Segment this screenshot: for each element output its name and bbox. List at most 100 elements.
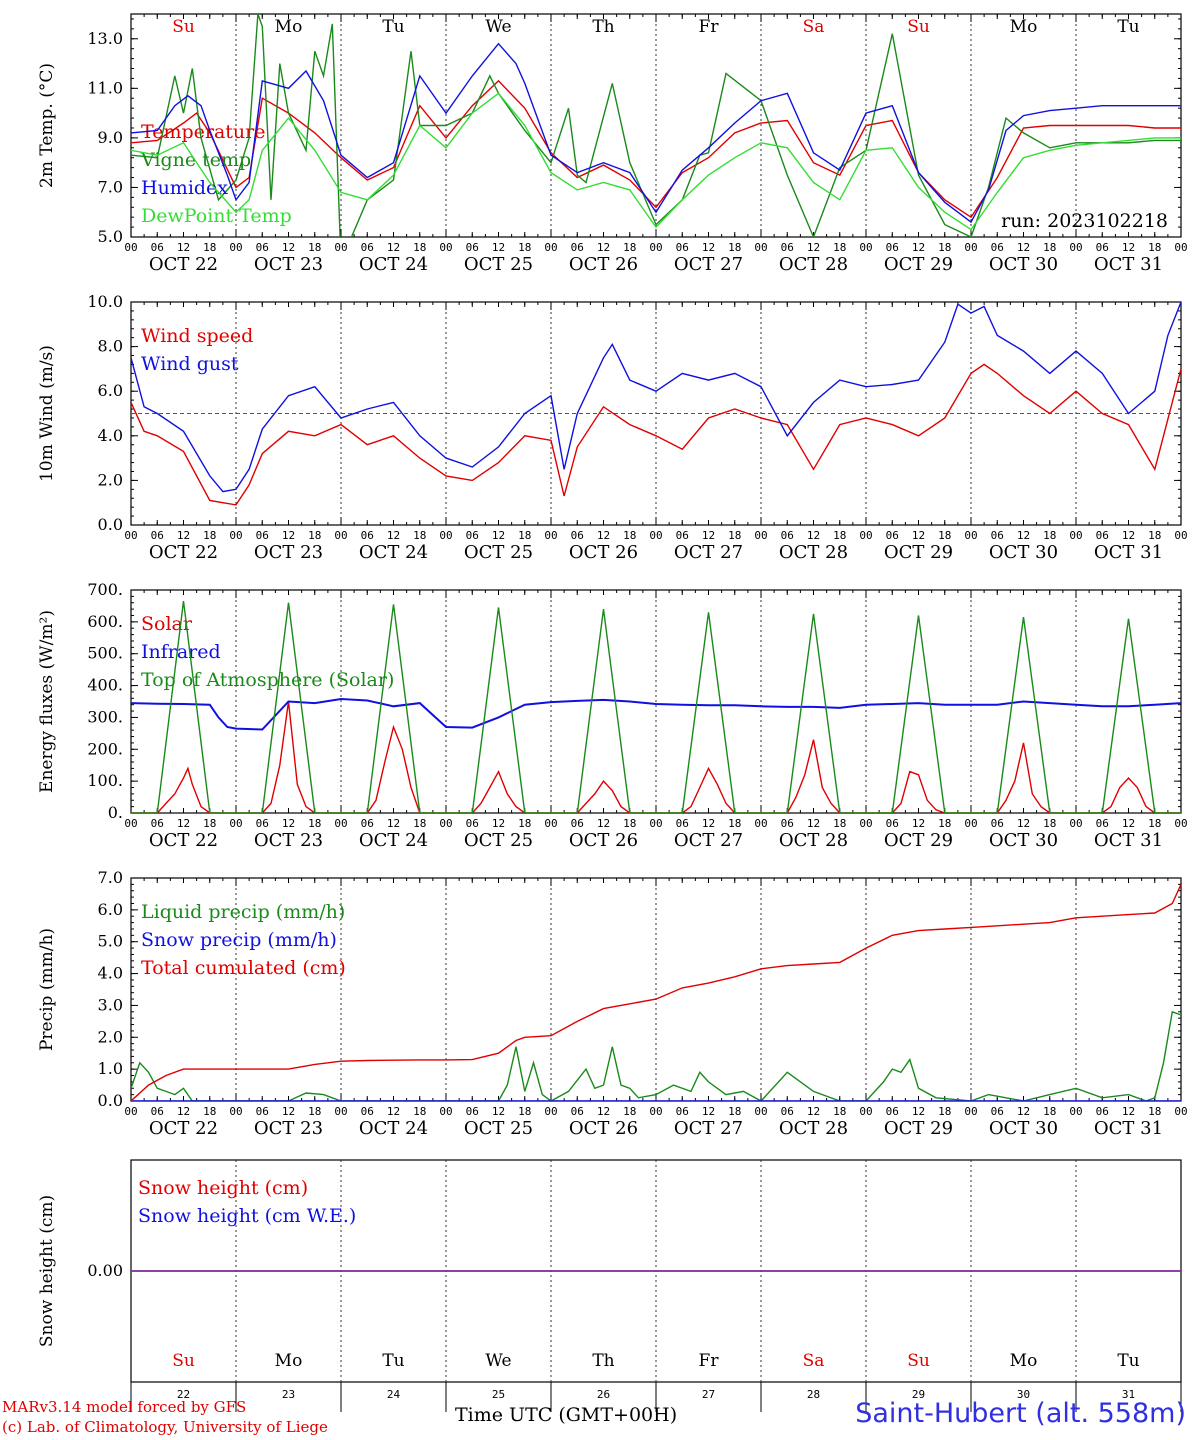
hour-tick-label: 12 — [282, 529, 295, 542]
date-label: OCT 22 — [149, 830, 218, 851]
hour-tick-label: 18 — [308, 1105, 321, 1118]
y-tick-label: 5.0 — [98, 932, 123, 951]
hour-tick-label: 00 — [649, 817, 662, 830]
date-label: OCT 29 — [884, 830, 953, 851]
hour-tick-label: 12 — [597, 241, 610, 254]
hour-tick-label: 00 — [1174, 1105, 1187, 1118]
hour-tick-label: 06 — [676, 241, 689, 254]
hour-tick-label: 12 — [912, 817, 925, 830]
hour-tick-label: 18 — [203, 241, 216, 254]
hour-tick-label: 06 — [676, 1105, 689, 1118]
legend-entry: Total cumulated (cm) — [141, 957, 346, 979]
hour-tick-label: 00 — [964, 529, 977, 542]
y-axis-title: Precip (mm/h) — [37, 928, 57, 1051]
date-label: OCT 28 — [779, 542, 848, 563]
hour-tick-label: 18 — [938, 241, 951, 254]
hour-tick-label: 00 — [649, 529, 662, 542]
y-tick-label: 0.0 — [98, 515, 123, 534]
date-label: OCT 23 — [254, 1118, 323, 1139]
series-line-1 — [131, 14, 1181, 237]
hour-tick-label: 06 — [256, 241, 269, 254]
hour-tick-label: 06 — [886, 1105, 899, 1118]
hour-tick-label: 12 — [282, 1105, 295, 1118]
hour-tick-label: 00 — [1069, 1105, 1082, 1118]
wind-panel: 00 06 12 18 00 06 12 18 00 06 12 18 00 06 12 18 00 06 12 18… — [37, 292, 1188, 563]
hour-tick-label: 18 — [413, 241, 426, 254]
date-label: OCT 30 — [989, 1118, 1058, 1139]
hour-tick-label: 00 — [964, 241, 977, 254]
hour-tick-label: 12 — [912, 241, 925, 254]
day-label: Su — [907, 1351, 930, 1371]
hour-tick-label: 06 — [466, 1105, 479, 1118]
legend-entry: Liquid precip (mm/h) — [141, 901, 345, 923]
hour-tick-label: 12 — [807, 817, 820, 830]
hour-tick-label: 06 — [781, 817, 794, 830]
hour-tick-label: 00 — [754, 241, 767, 254]
y-tick-label: 500. — [87, 644, 123, 663]
hour-tick-label: 18 — [308, 241, 321, 254]
date-label: OCT 29 — [884, 254, 953, 275]
hour-tick-label: 12 — [492, 817, 505, 830]
hour-tick-label: 12 — [1017, 241, 1030, 254]
date-label: OCT 29 — [884, 1118, 953, 1139]
date-label: OCT 27 — [674, 830, 743, 851]
hour-tick-label: 00 — [334, 817, 347, 830]
hour-tick-label: 06 — [781, 529, 794, 542]
hour-tick-label: 18 — [1043, 1105, 1056, 1118]
temperature-panel: 00 06 12 18 00 06 12 18 00 06 12 18 00 06 12 18 00 06 12 18… — [37, 13, 1188, 275]
series-line-0 — [131, 79, 1181, 219]
hour-tick-label: 06 — [1096, 817, 1109, 830]
y-axis-title: Snow height (cm) — [37, 1195, 57, 1347]
hour-tick-label: 00 — [229, 817, 242, 830]
hour-tick-label: 06 — [571, 817, 584, 830]
date-label: OCT 28 — [779, 830, 848, 851]
date-label: OCT 25 — [464, 1118, 533, 1139]
date-label: OCT 28 — [779, 254, 848, 275]
hour-tick-label: 00 — [334, 529, 347, 542]
date-label: OCT 23 — [254, 254, 323, 275]
hour-tick-label: 06 — [361, 529, 374, 542]
y-tick-label: 700. — [87, 580, 123, 599]
hour-tick-label: 06 — [886, 817, 899, 830]
hour-tick-label: 12 — [1017, 529, 1030, 542]
hour-tick-label: 18 — [1148, 817, 1161, 830]
legend-entry: Wind speed — [141, 325, 253, 347]
hour-tick-label: 00 — [439, 1105, 452, 1118]
hour-tick-label: 06 — [781, 241, 794, 254]
hour-tick-label: 00 — [544, 529, 557, 542]
day-label: Fr — [699, 17, 720, 37]
hour-tick-label: 12 — [492, 529, 505, 542]
hour-tick-label: 18 — [623, 529, 636, 542]
hour-tick-label: 18 — [518, 1105, 531, 1118]
y-tick-label: 6.0 — [98, 381, 123, 400]
day-label: Tu — [382, 1351, 404, 1371]
date-label: OCT 23 — [254, 542, 323, 563]
hour-tick-label: 00 — [1069, 241, 1082, 254]
legend-entry: Wind gust — [141, 353, 239, 375]
y-tick-label: 11.0 — [87, 78, 123, 97]
hour-tick-label: 12 — [177, 529, 190, 542]
day-label: Th — [592, 17, 614, 37]
day-label: Fr — [699, 1351, 720, 1371]
y-tick-label: 200. — [87, 739, 123, 758]
hour-tick-label: 00 — [439, 817, 452, 830]
y-tick-label: 0.00 — [87, 1261, 123, 1280]
hour-tick-label: 00 — [859, 529, 872, 542]
hour-tick-label: 00 — [439, 529, 452, 542]
hour-tick-label: 06 — [361, 241, 374, 254]
date-label: OCT 22 — [149, 1118, 218, 1139]
hour-tick-label: 18 — [728, 817, 741, 830]
hour-tick-label: 12 — [387, 241, 400, 254]
hour-tick-label: 06 — [781, 1105, 794, 1118]
date-label: OCT 22 — [149, 254, 218, 275]
hour-tick-label: 06 — [1096, 241, 1109, 254]
day-label: Su — [172, 17, 195, 37]
hour-tick-label: 06 — [676, 529, 689, 542]
date-label: OCT 26 — [569, 542, 638, 563]
hour-tick-label: 06 — [991, 241, 1004, 254]
day-label: Mo — [275, 1351, 303, 1371]
hour-tick-label: 00 — [544, 817, 557, 830]
series-line-3 — [131, 92, 1181, 231]
y-tick-label: 7.0 — [98, 868, 123, 887]
y-tick-label: 13.0 — [87, 29, 123, 48]
